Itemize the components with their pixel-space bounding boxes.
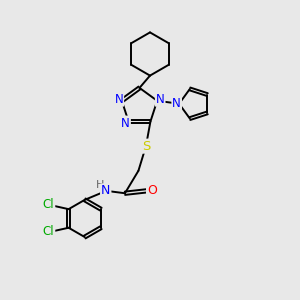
Text: S: S	[142, 140, 150, 153]
Text: N: N	[114, 93, 123, 106]
Text: N: N	[172, 97, 181, 110]
Text: Cl: Cl	[43, 198, 54, 212]
Text: Cl: Cl	[43, 225, 54, 239]
Text: N: N	[101, 184, 110, 197]
Text: O: O	[147, 184, 157, 197]
Text: N: N	[121, 116, 130, 130]
Text: H: H	[95, 180, 104, 190]
Text: N: N	[156, 93, 165, 106]
